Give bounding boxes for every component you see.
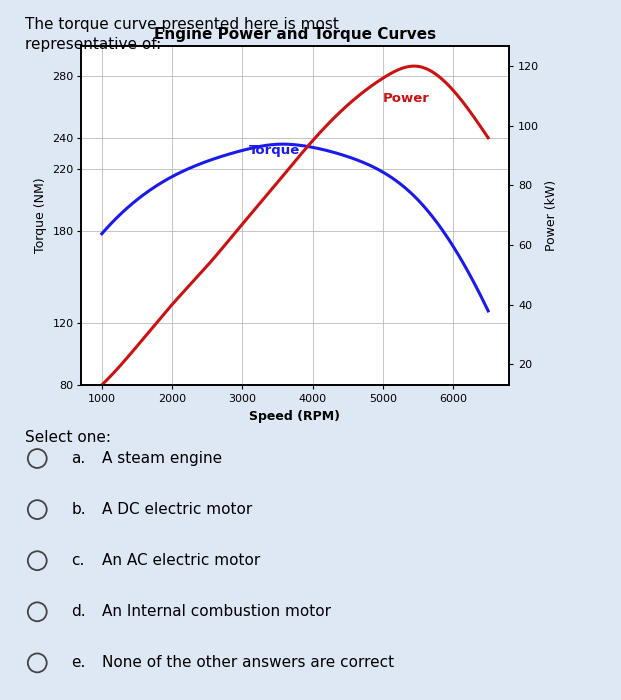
- Text: Torque: Torque: [249, 144, 301, 157]
- Title: Engine Power and Torque Curves: Engine Power and Torque Curves: [154, 27, 436, 41]
- X-axis label: Speed (RPM): Speed (RPM): [250, 410, 340, 423]
- Text: Power: Power: [383, 92, 430, 105]
- Text: Select one:: Select one:: [25, 430, 111, 445]
- Text: b.: b.: [71, 502, 86, 517]
- Text: d.: d.: [71, 604, 86, 620]
- Text: a.: a.: [71, 451, 86, 466]
- Text: None of the other answers are correct: None of the other answers are correct: [102, 655, 394, 671]
- Text: e.: e.: [71, 655, 86, 671]
- Y-axis label: Power (kW): Power (kW): [545, 180, 558, 251]
- Text: c.: c.: [71, 553, 85, 568]
- Text: A DC electric motor: A DC electric motor: [102, 502, 253, 517]
- Y-axis label: Torque (NM): Torque (NM): [34, 177, 47, 253]
- Text: The torque curve presented here is most
representative of:: The torque curve presented here is most …: [25, 18, 338, 52]
- Text: A steam engine: A steam engine: [102, 451, 222, 466]
- Text: An AC electric motor: An AC electric motor: [102, 553, 261, 568]
- Text: An Internal combustion motor: An Internal combustion motor: [102, 604, 332, 620]
